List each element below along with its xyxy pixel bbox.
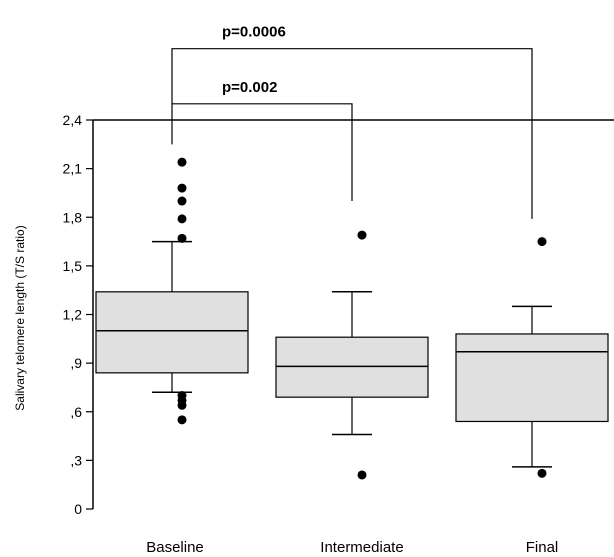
outlier-point <box>177 400 187 410</box>
outlier-point <box>177 415 187 425</box>
y-tick-label: 1,2 <box>63 307 83 323</box>
y-tick-label: 2,4 <box>63 112 83 128</box>
box-intermediate <box>275 230 429 480</box>
p-value-label: p=0.002 <box>222 79 277 96</box>
p-value-label: p=0.0006 <box>222 24 286 41</box>
box-baseline <box>95 157 249 425</box>
significance-bracket <box>171 103 353 202</box>
significance-brackets: p=0.0006 p=0.002 <box>171 24 533 219</box>
y-tick-label: 2,1 <box>63 161 83 177</box>
y-axis-label: Salivary telomere length (T/S ratio) <box>13 225 27 410</box>
outlier-point <box>177 214 187 224</box>
x-category-label: Intermediate <box>320 539 403 556</box>
box-final <box>455 237 609 478</box>
y-tick-label: 0 <box>74 501 82 517</box>
y-tick-label: ,3 <box>70 452 82 468</box>
boxes <box>95 157 609 480</box>
y-tick-label: ,6 <box>70 404 82 420</box>
outlier-point <box>177 233 187 243</box>
outlier-point <box>537 237 547 247</box>
y-tick-label: 1,8 <box>63 209 83 225</box>
outlier-point <box>177 157 187 167</box>
x-category-label: Final <box>526 539 559 556</box>
axes: 0 ,3 ,6 ,9 1,2 1,5 1,8 2,1 2,4 <box>63 112 614 517</box>
y-tick-label: 1,5 <box>63 258 83 274</box>
outlier-point <box>357 470 367 480</box>
outlier-point <box>177 196 187 206</box>
y-tick-label: ,9 <box>70 355 82 371</box>
x-axis-labels: Baseline Intermediate Final <box>146 539 558 556</box>
iqr-box <box>95 291 249 374</box>
outlier-point <box>537 468 547 478</box>
iqr-box <box>455 333 609 423</box>
outlier-point <box>357 230 367 240</box>
outlier-point <box>177 183 187 193</box>
x-category-label: Baseline <box>146 539 204 556</box>
significance-bracket <box>171 48 533 219</box>
iqr-box <box>275 336 429 398</box>
